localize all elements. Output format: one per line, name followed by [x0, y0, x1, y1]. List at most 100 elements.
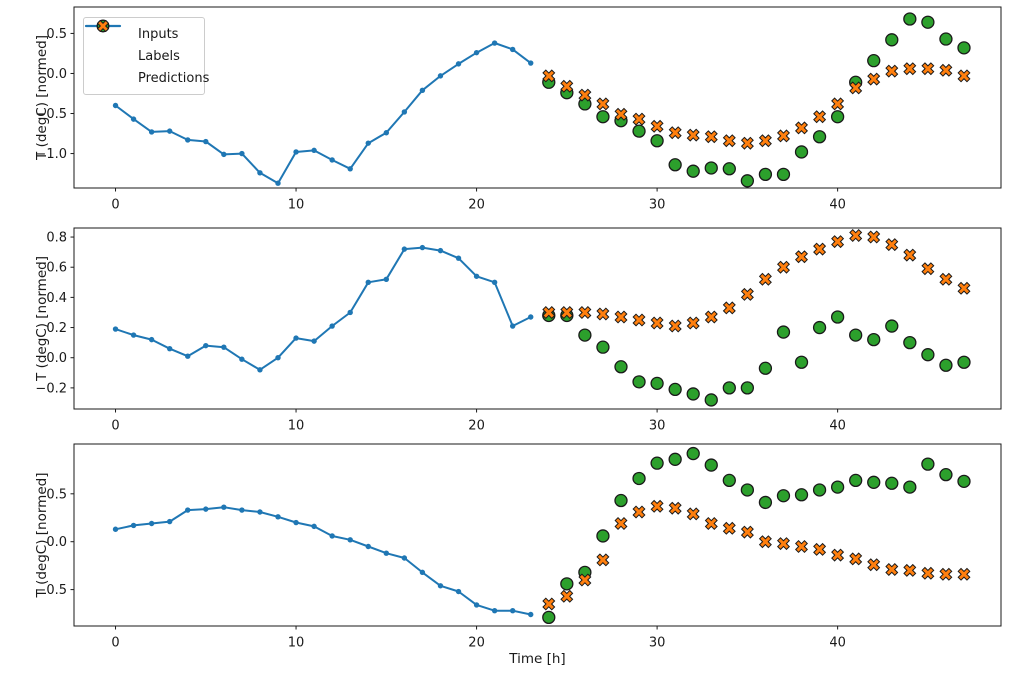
- data-point: [957, 281, 971, 295]
- data-point: [596, 553, 610, 567]
- data-point: [203, 138, 209, 145]
- inputs-line: [114, 42, 532, 185]
- data-point: [437, 73, 444, 79]
- data-point: [722, 473, 736, 488]
- data-point: [830, 310, 845, 324]
- data-point: [542, 305, 556, 320]
- data-point: [758, 134, 772, 148]
- data-point: [704, 458, 718, 472]
- data-point: [668, 319, 682, 333]
- inputs-line: [114, 506, 532, 616]
- data-point: [686, 316, 700, 330]
- data-point: [293, 149, 299, 155]
- data-point: [293, 335, 299, 341]
- data-point: [455, 255, 462, 261]
- y-tick-label: 0.2: [46, 321, 67, 336]
- data-point: [776, 260, 791, 274]
- data-point: [491, 279, 498, 285]
- data-point: [740, 287, 754, 301]
- data-point: [686, 387, 700, 401]
- data-point: [311, 523, 317, 530]
- data-point: [509, 607, 516, 614]
- data-point: [740, 483, 755, 497]
- data-point: [813, 542, 827, 556]
- data-point: [455, 61, 462, 67]
- data-point: [776, 167, 791, 182]
- data-point: [885, 33, 899, 47]
- data-point: [939, 468, 953, 482]
- data-point: [830, 110, 845, 124]
- data-point: [794, 145, 809, 159]
- data-point: [473, 602, 480, 608]
- data-point: [596, 110, 610, 124]
- data-point: [650, 456, 664, 470]
- data-point: [867, 72, 881, 86]
- data-point: [365, 279, 371, 285]
- data-point: [650, 134, 664, 148]
- data-point: [758, 361, 773, 375]
- x-tick-label: 30: [649, 636, 666, 651]
- data-point: [758, 495, 773, 510]
- data-point: [347, 166, 353, 172]
- data-point: [794, 355, 809, 369]
- data-point: [419, 87, 426, 93]
- data-point: [867, 558, 881, 572]
- data-point: [596, 529, 610, 543]
- data-point: [794, 250, 809, 264]
- y-tick-label: 0.0: [46, 67, 67, 82]
- data-point: [130, 332, 137, 338]
- data-point: [578, 305, 592, 320]
- data-point: [437, 583, 444, 589]
- series-labels: [542, 308, 971, 407]
- y-tick-label: 0.5: [46, 487, 67, 502]
- data-point: [939, 272, 953, 286]
- legend-label-labels: Labels: [138, 48, 180, 64]
- data-point: [275, 514, 281, 520]
- data-point: [885, 562, 899, 577]
- data-point: [831, 97, 845, 111]
- data-point: [903, 480, 917, 494]
- data-point: [650, 316, 664, 330]
- data-point: [166, 128, 173, 134]
- data-point: [704, 310, 718, 324]
- data-point: [383, 276, 390, 282]
- data-point: [275, 355, 281, 361]
- data-point: [686, 446, 700, 461]
- series-labels: [542, 446, 971, 625]
- data-point: [383, 130, 390, 136]
- data-point: [939, 358, 953, 372]
- data-point: [831, 235, 845, 249]
- data-point: [560, 577, 574, 591]
- data-point: [632, 313, 646, 327]
- data-point: [794, 488, 809, 502]
- axes-frame: [73, 443, 1002, 627]
- data-point: [776, 129, 791, 143]
- data-point: [509, 323, 516, 329]
- data-point: [903, 12, 917, 26]
- data-point: [831, 548, 845, 562]
- data-point: [722, 301, 736, 315]
- data-point: [704, 516, 718, 531]
- data-point: [668, 452, 682, 466]
- y-axis-label: T (degC) [normed]: [34, 473, 50, 599]
- data-point: [221, 151, 227, 158]
- data-point: [921, 262, 935, 276]
- data-point: [185, 353, 191, 359]
- data-point: [903, 248, 917, 262]
- subplot-1: 0 10 20 30 40 0.5 0.0 −0.5 −1.0T (degC) [normed]: [34, 6, 1002, 213]
- y-tick-label: 0.5: [46, 27, 67, 42]
- x-tick-label: 20: [468, 636, 485, 651]
- data-point: [632, 124, 646, 138]
- x-tick-label: 40: [829, 636, 846, 651]
- data-point: [704, 161, 718, 175]
- data-point: [849, 228, 863, 243]
- data-point: [758, 535, 772, 549]
- data-point: [112, 102, 119, 109]
- legend: Inputs Labels Predictions: [83, 17, 209, 95]
- data-point: [148, 129, 155, 135]
- data-point: [347, 537, 353, 543]
- data-point: [491, 40, 498, 46]
- data-point: [632, 471, 646, 486]
- x-tick-label: 10: [288, 419, 305, 434]
- x-tick-label: 20: [468, 198, 485, 213]
